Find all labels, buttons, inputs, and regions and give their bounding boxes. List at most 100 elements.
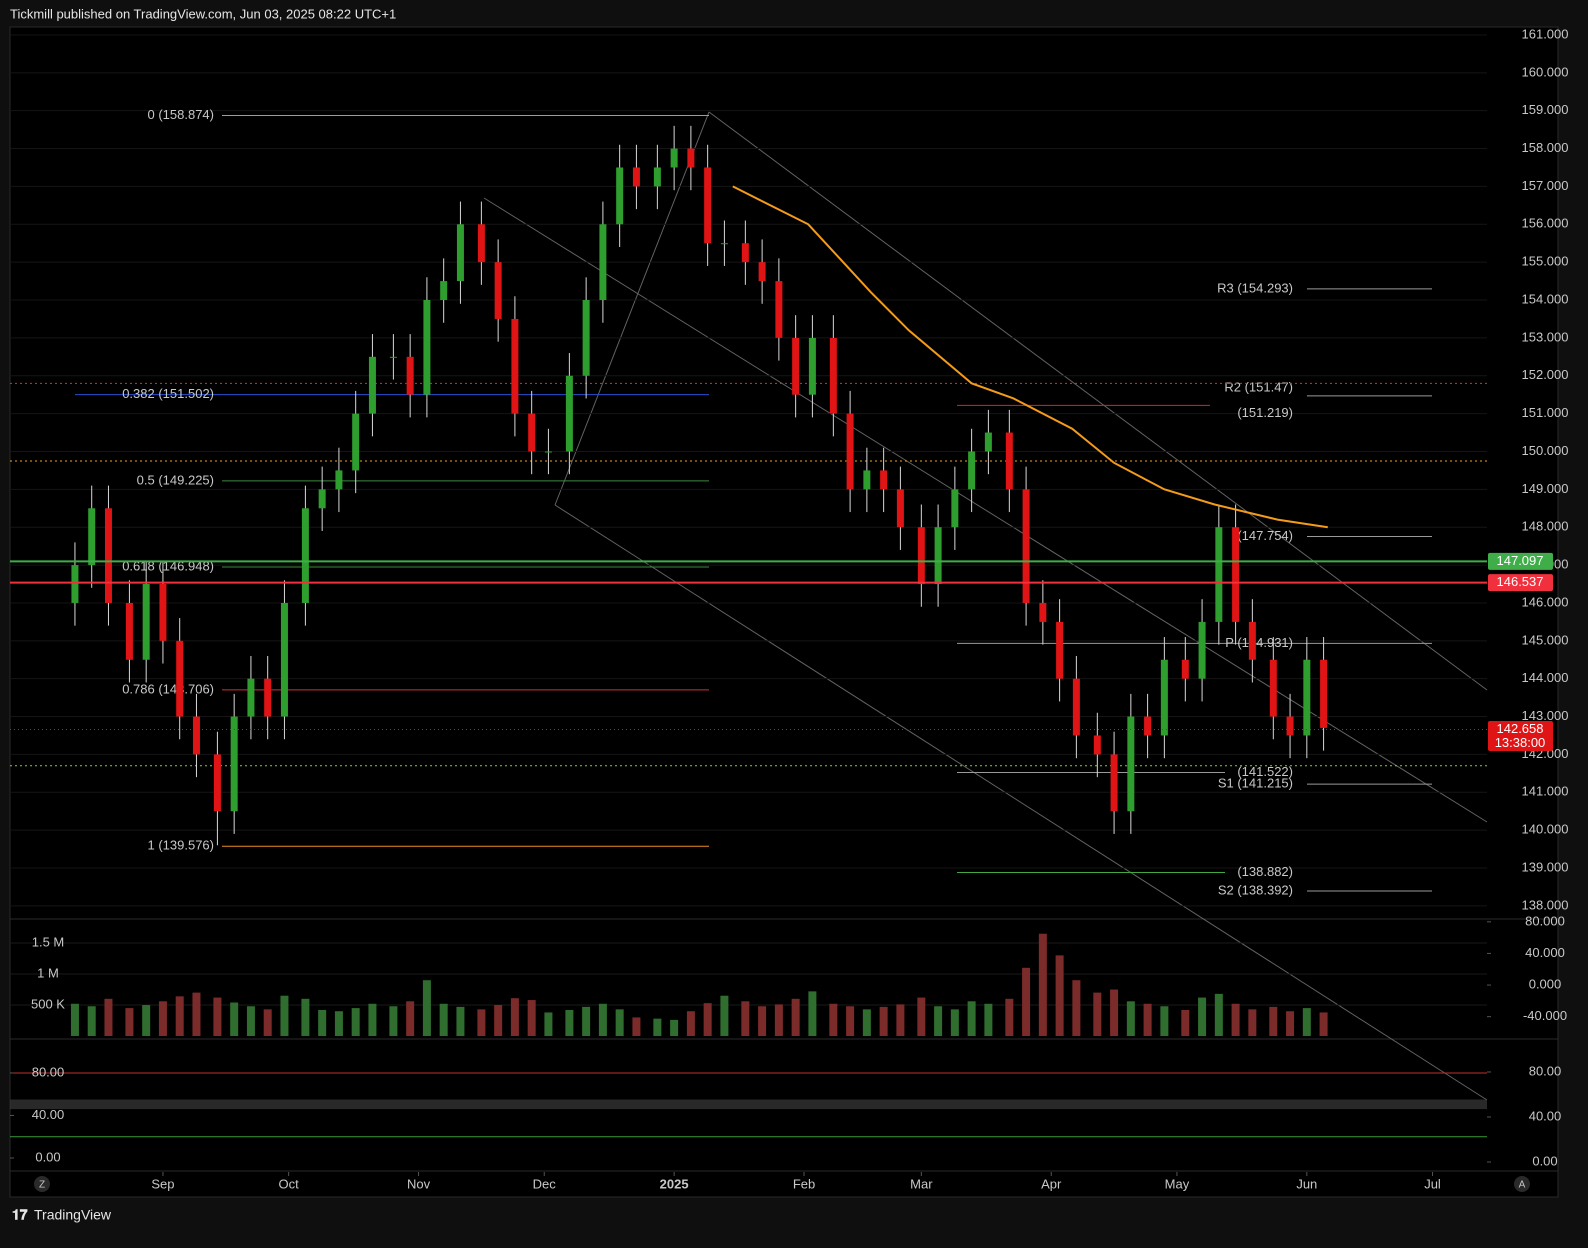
candle-body — [1022, 489, 1030, 603]
volume-bar — [1093, 992, 1102, 1037]
y-tick-label: 149.000 — [1522, 481, 1569, 496]
volume-bar — [175, 996, 184, 1037]
candle-body — [1181, 659, 1189, 679]
candle-body — [142, 584, 150, 660]
x-tick-label: Jul — [1424, 1176, 1441, 1191]
volume-bar — [334, 1011, 343, 1037]
volume-bar — [406, 1001, 415, 1037]
fib-label: 0 (158.874) — [148, 107, 215, 122]
volume-bar — [632, 1017, 641, 1037]
volume-bar — [318, 1009, 327, 1037]
candle-body — [808, 337, 816, 395]
candle-body — [1232, 527, 1240, 622]
volume-bar — [703, 1003, 712, 1037]
y-tick-label: 160.000 — [1522, 64, 1569, 79]
candle-body — [1320, 659, 1328, 728]
volume-bar — [1126, 1001, 1135, 1037]
x-tick-label: Feb — [793, 1176, 815, 1191]
volume-bar — [846, 1006, 855, 1037]
fib-label: 0.5 (149.225) — [137, 472, 214, 487]
volume-bar — [917, 997, 926, 1037]
y2-tick-label: 80.00 — [1529, 1063, 1562, 1078]
volume-bar — [758, 1006, 767, 1037]
volume-bar — [1319, 1012, 1328, 1037]
volume-bar — [213, 997, 222, 1037]
candle-body — [125, 602, 133, 660]
candle-body — [1269, 659, 1277, 717]
candle-body — [213, 754, 221, 812]
volume-bar — [389, 1006, 398, 1037]
candle-body — [1248, 621, 1256, 660]
candle-body — [88, 508, 96, 566]
pivot-label: S1 (141.215) — [1218, 776, 1293, 791]
y-tick-label: 145.000 — [1522, 632, 1569, 647]
candle-body — [951, 489, 959, 528]
fib-label: 0.382 (151.502) — [122, 386, 214, 401]
candle-body — [456, 224, 464, 282]
volume-bar — [615, 1009, 624, 1037]
zoom-label[interactable]: Z — [39, 1180, 45, 1191]
volume-bar — [565, 1009, 574, 1037]
candle-body — [720, 243, 728, 245]
volume-bar — [582, 1006, 591, 1037]
candle-body — [494, 262, 502, 319]
candle-body — [775, 281, 783, 338]
volume-bar — [1269, 1006, 1278, 1037]
volume-bar — [934, 1006, 943, 1037]
candle-body — [528, 413, 536, 452]
candle-body — [1056, 621, 1064, 679]
volume-bar — [896, 1004, 905, 1037]
auto-label[interactable]: A — [1519, 1180, 1526, 1191]
x-tick-label: Sep — [151, 1176, 174, 1191]
volume-bar — [87, 1006, 96, 1037]
volume-bar — [862, 1009, 871, 1037]
channel-line — [554, 504, 1488, 1101]
moving-average — [732, 185, 1328, 529]
volume-bar — [477, 1009, 486, 1037]
oscillator-tick-label: 0.000 — [1529, 976, 1562, 991]
y-tick-label: 158.000 — [1522, 140, 1569, 155]
volume-tick-label: 500 K — [31, 996, 65, 1011]
x-tick-label: Apr — [1041, 1176, 1062, 1191]
volume-bar — [1072, 980, 1081, 1037]
volume-bar — [829, 1003, 838, 1037]
pivot-label: R2 (151.47) — [1224, 379, 1293, 394]
volume-bar — [351, 1008, 360, 1037]
y-tick-label: 80.00 — [32, 1064, 65, 1079]
candle-body — [1110, 754, 1118, 812]
candle-body — [1093, 735, 1101, 755]
auto-scale-button[interactable] — [1514, 1176, 1530, 1192]
trend-channel — [483, 111, 1488, 1101]
candle-body — [758, 262, 766, 282]
candle-body — [280, 602, 288, 717]
publisher-header: Tickmill published on TradingView.com, J… — [10, 6, 396, 21]
candle-body — [792, 337, 800, 395]
zoom-button[interactable] — [34, 1176, 50, 1192]
volume-bar — [1038, 933, 1047, 1037]
candle-body — [984, 432, 992, 452]
x-tick-label: Jun — [1296, 1176, 1317, 1191]
pivot-label: (138.882) — [1237, 864, 1293, 879]
volume-bar — [1143, 1003, 1152, 1037]
volume-bar — [494, 1005, 503, 1037]
y-tick-label: 153.000 — [1522, 329, 1569, 344]
candle-body — [192, 716, 200, 755]
volume-bar — [142, 1005, 151, 1037]
candle-body — [934, 527, 942, 585]
candle-body — [318, 489, 326, 509]
volume-bar — [774, 1004, 783, 1037]
candle-body — [368, 356, 376, 414]
candle-body — [670, 148, 678, 168]
volume-bar — [263, 1009, 272, 1037]
candle-body — [264, 678, 272, 717]
price-tag-countdown: 13:38:00 — [1495, 735, 1546, 750]
volume-bar — [510, 998, 519, 1037]
pivot-label: P (144.931) — [1225, 635, 1293, 650]
volume-bar — [950, 1009, 959, 1037]
volume-bar — [791, 998, 800, 1037]
x-tick-label: Oct — [279, 1176, 300, 1191]
y-tick-label: 0.00 — [35, 1149, 60, 1164]
volume-bar — [246, 1006, 255, 1037]
volume-bar — [741, 1001, 750, 1037]
candle-body — [582, 300, 590, 376]
